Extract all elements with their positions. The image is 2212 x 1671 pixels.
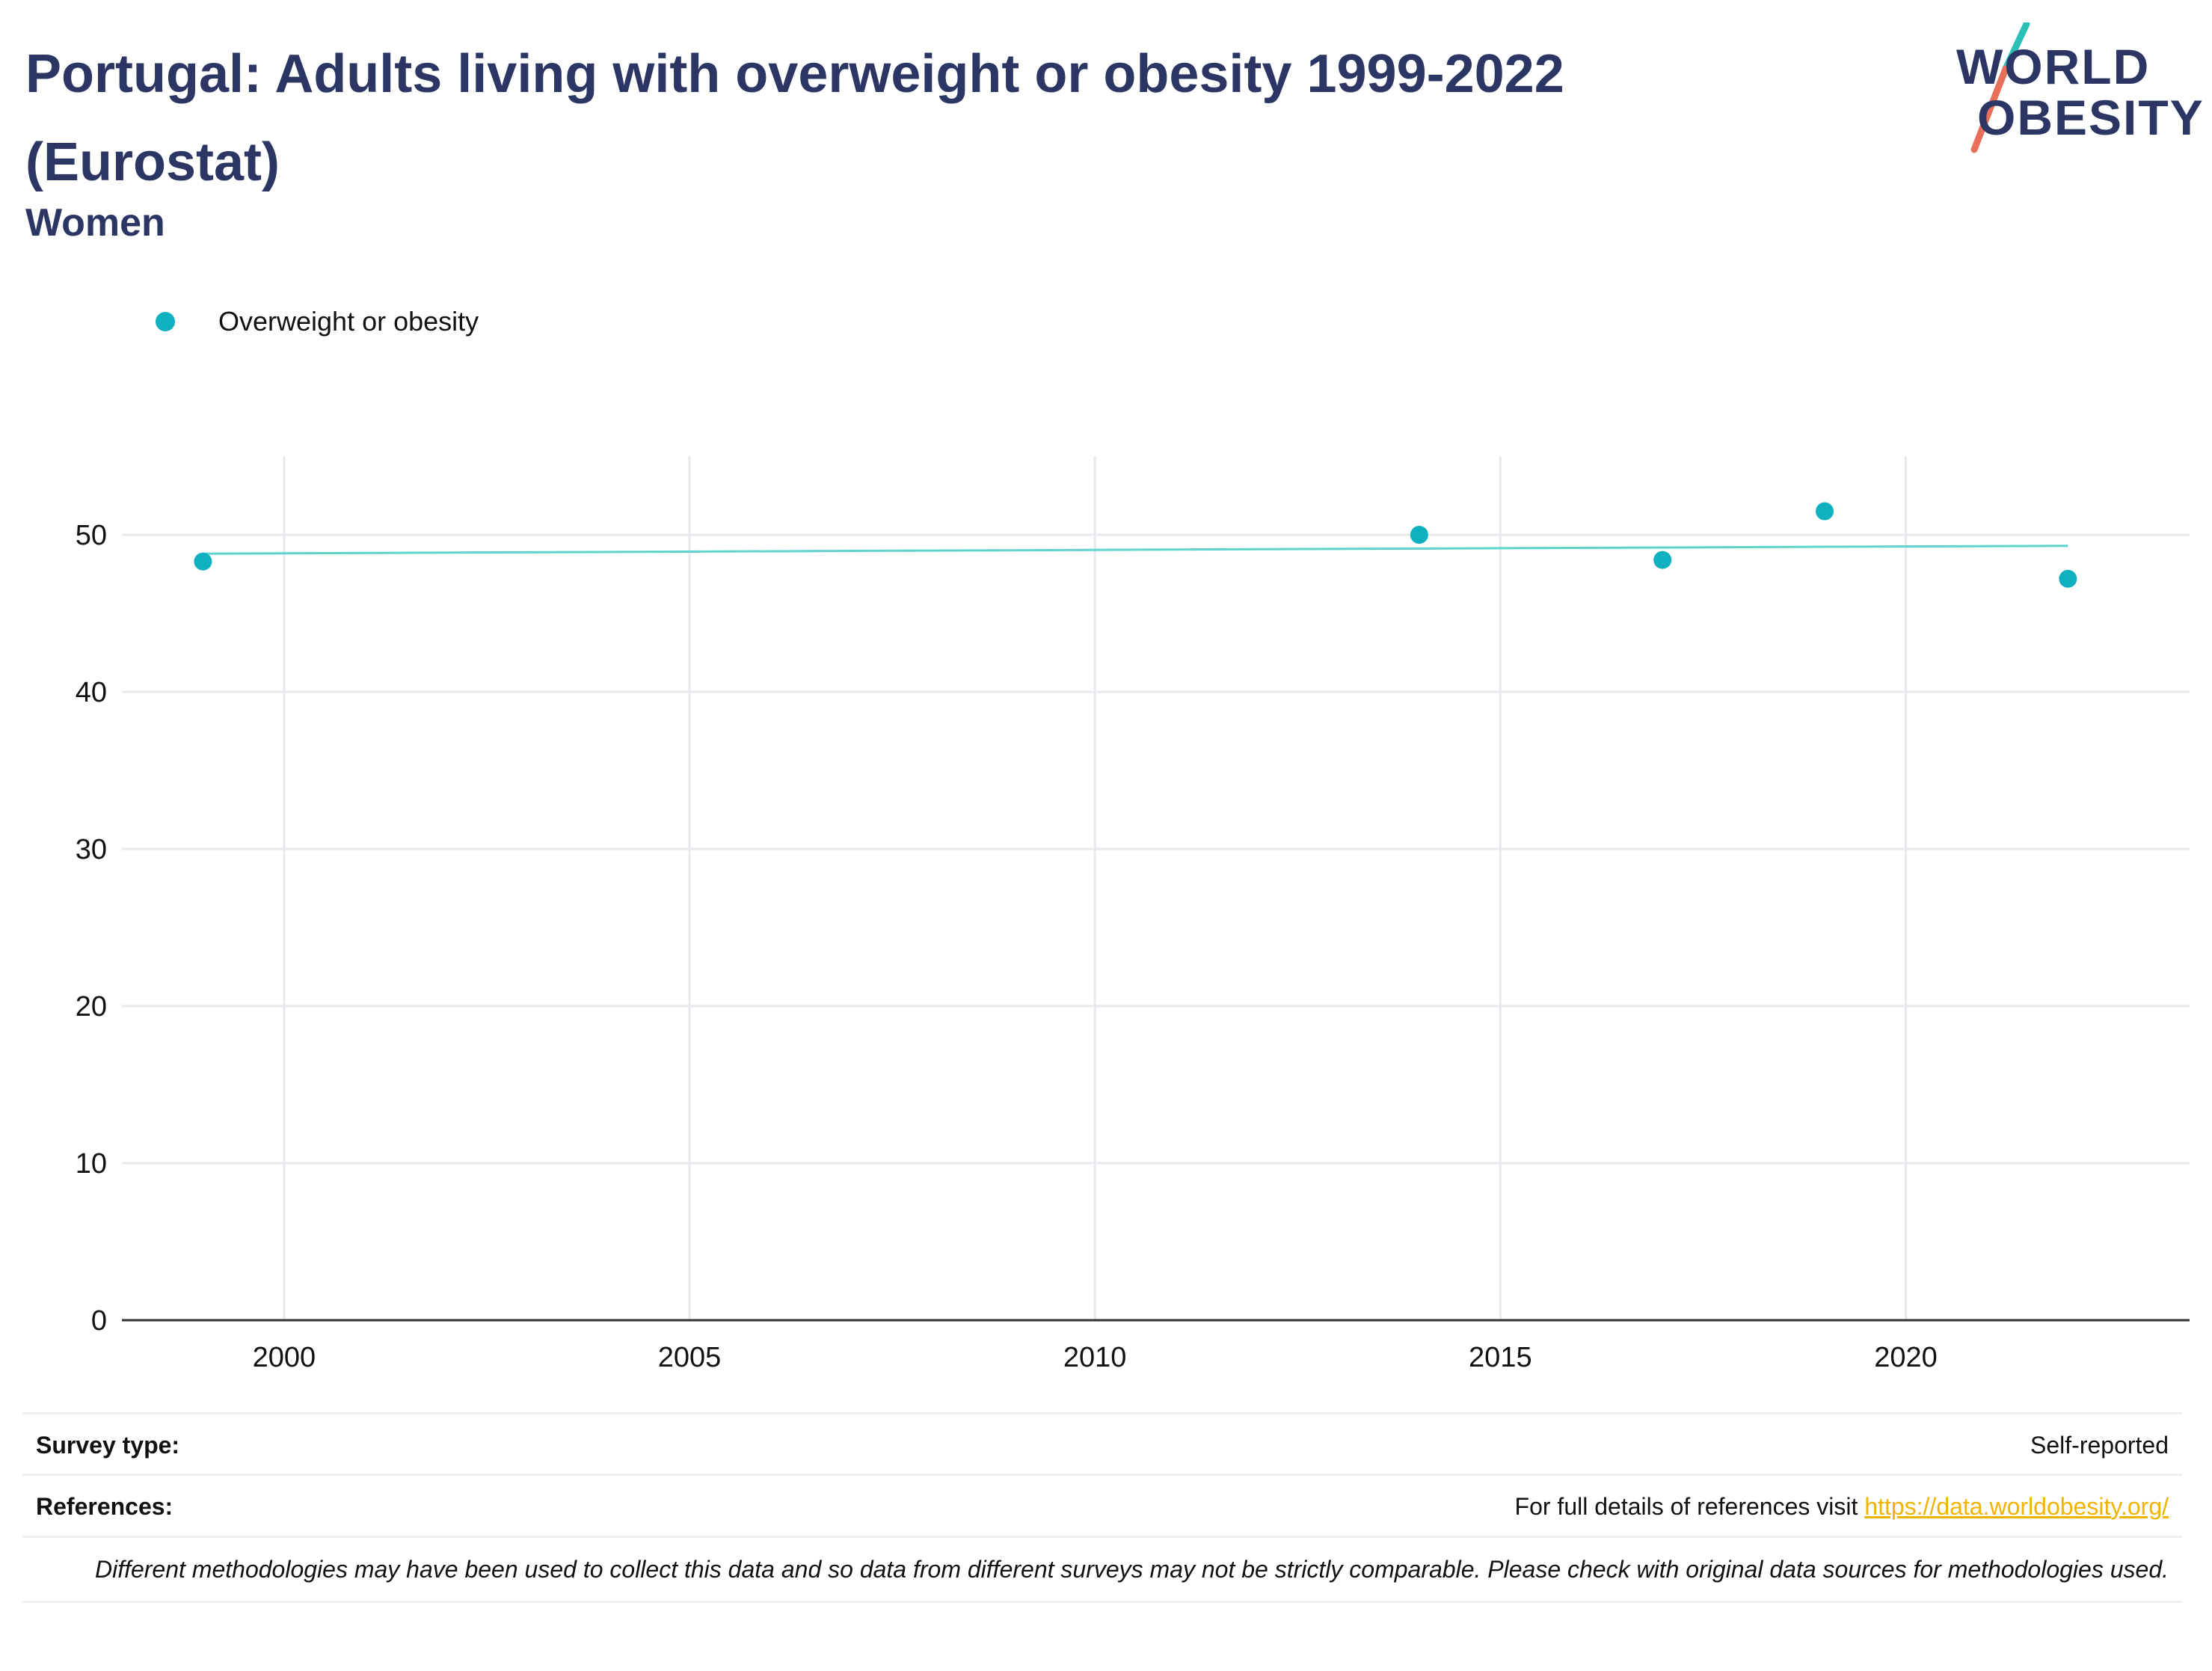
- y-tick-label: 40: [76, 677, 107, 708]
- y-tick-label: 20: [76, 991, 107, 1022]
- x-tick-label: 2015: [1469, 1342, 1532, 1373]
- survey-type-row: Survey type: Self-reported: [22, 1412, 2182, 1476]
- survey-type-value: Self-reported: [2030, 1431, 2169, 1459]
- points-layer: [194, 502, 2077, 588]
- scatter-chart: 0 10 20 30 40 50 2000 2005 2010 2015 2020: [76, 456, 2190, 1373]
- legend-label: Overweight or obesity: [218, 306, 479, 337]
- y-tick-label: 50: [76, 520, 107, 551]
- y-tick-label: 30: [76, 834, 107, 865]
- trend-line: [203, 545, 2068, 555]
- data-point: [194, 552, 212, 571]
- x-tick-label: 2000: [253, 1342, 316, 1373]
- references-label: References:: [36, 1492, 173, 1520]
- trend-layer: [203, 545, 2068, 555]
- logo-slash-icon: [1970, 22, 2030, 153]
- data-point: [1816, 502, 1834, 521]
- x-tick-label: 2020: [1874, 1342, 1938, 1373]
- references-row: References: For full details of referenc…: [22, 1474, 2182, 1537]
- data-point: [2059, 569, 2077, 588]
- x-tick-label: 2005: [658, 1342, 722, 1373]
- logo-word-obesity: OBESITY: [1977, 90, 2205, 145]
- chart-title: Portugal: Adults living with overweight …: [25, 44, 1564, 192]
- methodology-note: Different methodologies may have been us…: [22, 1536, 2182, 1603]
- survey-type-label: Survey type:: [36, 1431, 180, 1459]
- y-tick-label: 0: [91, 1305, 107, 1337]
- ticks-layer: 0 10 20 30 40 50 2000 2005 2010 2015 2020: [76, 520, 1938, 1373]
- y-tick-label: 10: [76, 1148, 107, 1180]
- chart-subtitle: Women: [25, 201, 165, 245]
- references-link[interactable]: https://data.worldobesity.org/: [1864, 1492, 2169, 1520]
- legend-marker: [156, 312, 175, 331]
- data-point: [1410, 526, 1428, 544]
- world-obesity-logo: WORLD OBESITY: [1944, 22, 2203, 157]
- data-point: [1653, 551, 1672, 569]
- logo-word-world: WORLD: [1956, 39, 2151, 94]
- references-text: For full details of references visit: [1514, 1492, 1865, 1520]
- x-tick-label: 2010: [1063, 1342, 1127, 1373]
- grid-layer: [122, 456, 2190, 1322]
- chart-legend[interactable]: Overweight or obesity: [156, 303, 479, 340]
- references-value: For full details of references visit htt…: [1515, 1493, 2182, 1521]
